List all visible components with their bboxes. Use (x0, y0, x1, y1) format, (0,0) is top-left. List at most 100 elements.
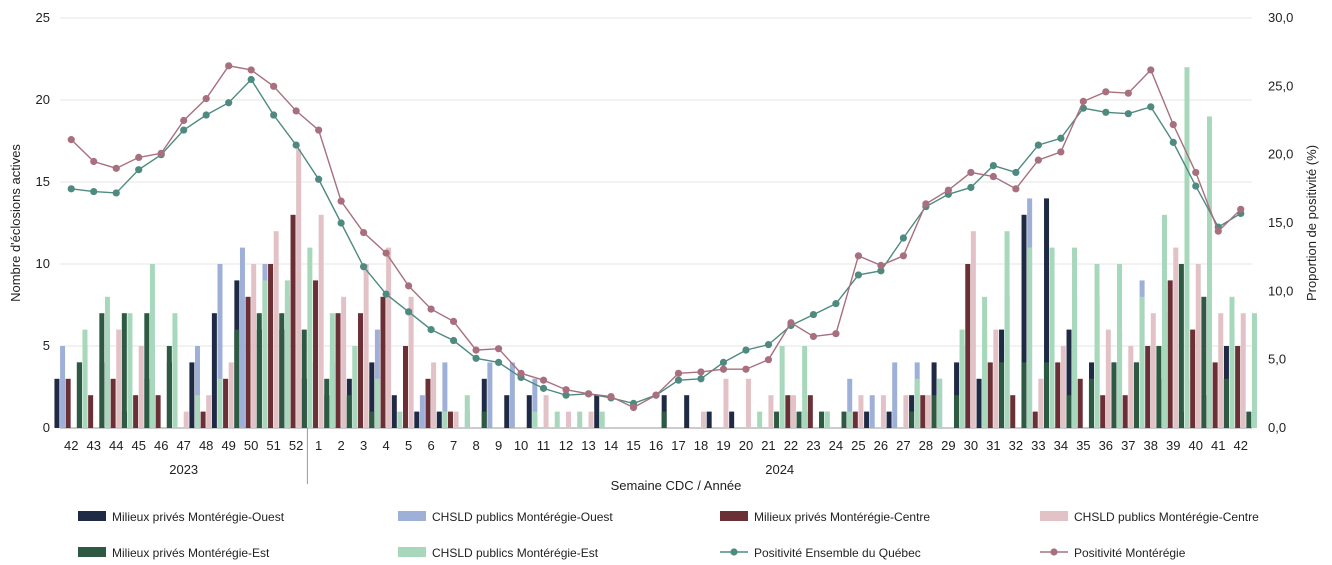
bar (1173, 247, 1179, 428)
bar (116, 329, 122, 428)
bar (352, 346, 358, 428)
bar (329, 313, 335, 428)
line-point (1102, 88, 1110, 96)
line-point (67, 136, 75, 144)
bar (824, 411, 830, 428)
bar (700, 411, 706, 428)
line-point (270, 111, 278, 119)
line-point (1012, 185, 1020, 193)
bar (959, 329, 965, 428)
bar (599, 411, 605, 428)
x-tick-label: 11 (537, 438, 551, 453)
bar (594, 395, 600, 428)
y2-tick-label: 0,0 (1268, 420, 1286, 435)
bar (1038, 378, 1044, 428)
line-point (427, 326, 435, 334)
bar (166, 346, 172, 428)
x-tick-label: 35 (1076, 438, 1090, 453)
x-tick-label: 37 (1121, 438, 1135, 453)
legend-label: Milieux privés Montérégie-Est (112, 546, 270, 560)
bar (807, 395, 813, 428)
bar (1044, 198, 1050, 428)
bar (757, 411, 763, 428)
bar (1077, 378, 1083, 428)
legend-swatch (78, 547, 106, 557)
bar (768, 395, 774, 428)
bar (1251, 313, 1257, 428)
line-point (832, 300, 840, 308)
line-point (180, 126, 188, 134)
line-point (472, 346, 480, 354)
line-point (854, 271, 863, 279)
bar (1010, 395, 1016, 428)
legend-label: CHSLD publics Montérégie-Est (432, 546, 599, 560)
line-point (674, 369, 683, 377)
x-tick-label: 46 (154, 438, 168, 453)
x-tick-label: 9 (495, 438, 502, 453)
bar (1111, 362, 1117, 428)
year-label: 2024 (765, 462, 794, 477)
bar (1049, 247, 1055, 428)
bar (1212, 362, 1218, 428)
x-tick-label: 29 (941, 438, 955, 453)
x-tick-label: 32 (1009, 438, 1023, 453)
bar (369, 411, 375, 428)
bar (554, 411, 560, 428)
bar (425, 378, 431, 428)
bar (1246, 411, 1252, 428)
bar (183, 411, 189, 428)
bar (1066, 395, 1072, 428)
bar (341, 296, 347, 428)
bar (256, 313, 262, 428)
bar (363, 264, 369, 428)
line-point (719, 358, 728, 366)
line-point (449, 336, 458, 345)
line-point (1169, 121, 1177, 129)
line-point (1147, 103, 1155, 111)
bar (284, 280, 290, 428)
x-tick-label: 38 (1144, 438, 1158, 453)
y-tick-label: 20 (36, 92, 50, 107)
line-point (337, 219, 345, 227)
bar (543, 395, 549, 428)
bar (1105, 329, 1111, 428)
line-point (922, 200, 930, 208)
x-tick-label: 50 (244, 438, 258, 453)
line-point (1237, 205, 1245, 213)
bar (1021, 214, 1027, 428)
bar (453, 411, 459, 428)
bar (1133, 362, 1139, 428)
bar (566, 411, 572, 428)
y2-tick-label: 5,0 (1268, 352, 1286, 367)
bar (408, 296, 414, 428)
bar (1218, 313, 1224, 428)
bar (290, 214, 296, 428)
bar (487, 362, 493, 428)
bar (88, 395, 94, 428)
bar (104, 296, 110, 428)
x-tick-label: 24 (829, 438, 843, 453)
y-tick-label: 0 (43, 420, 50, 435)
line-point (1034, 141, 1042, 149)
x-tick-label: 26 (874, 438, 888, 453)
line-point (629, 403, 638, 412)
line-point (539, 384, 548, 392)
bar (998, 362, 1004, 428)
bar (419, 395, 425, 428)
x-tick-label: 28 (919, 438, 933, 453)
x-tick-label: 42 (64, 438, 78, 453)
bar (577, 411, 583, 428)
line-point (247, 66, 255, 74)
bar (217, 264, 223, 428)
bar (397, 411, 403, 428)
bar (790, 395, 796, 428)
bar (273, 231, 279, 428)
line-point (584, 390, 593, 398)
bar (358, 313, 364, 428)
positivity-lines (67, 62, 1245, 412)
bar (588, 411, 594, 428)
y2-tick-label: 10,0 (1268, 283, 1293, 298)
x-tick-label: 31 (986, 438, 1000, 453)
bar (1032, 411, 1038, 428)
